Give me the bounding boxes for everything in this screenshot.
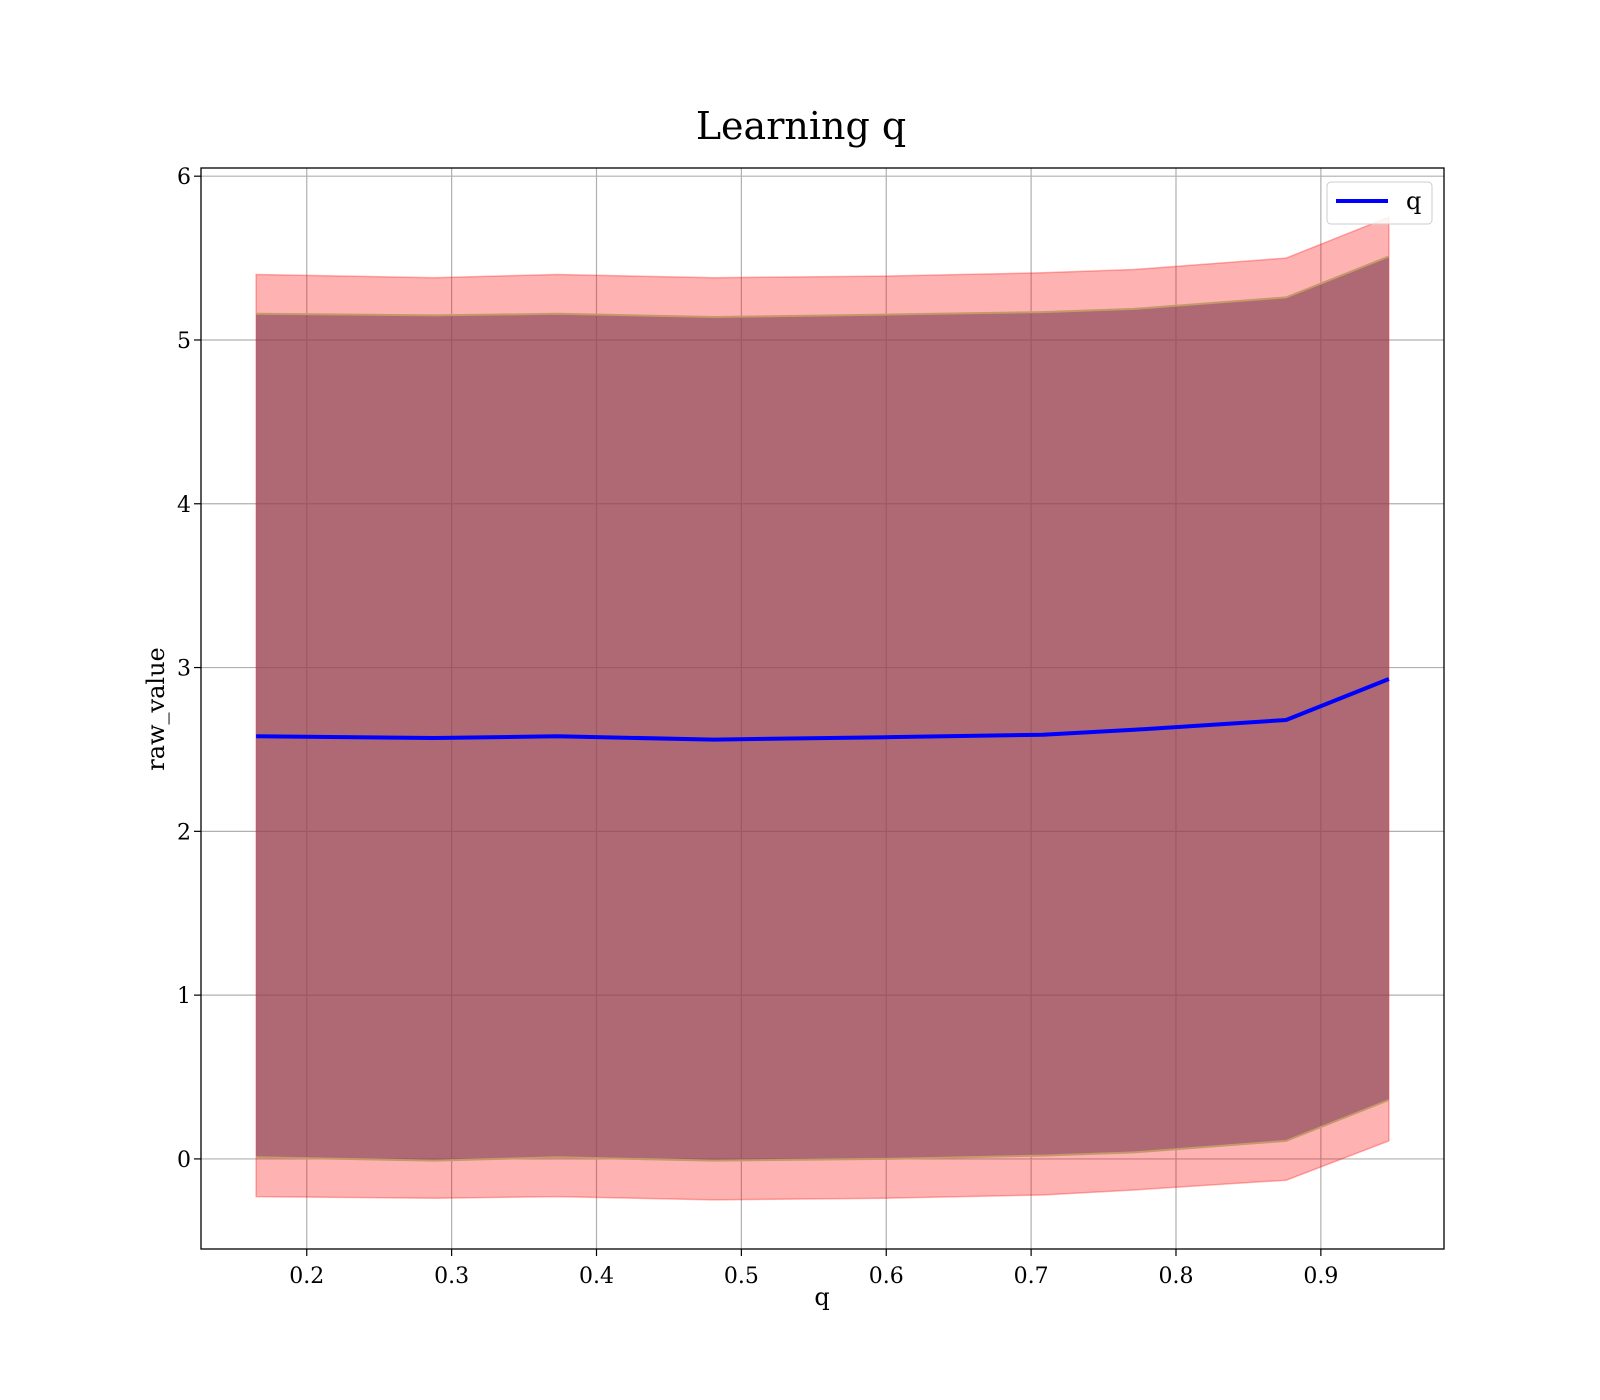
x-tick-label: 0.6 xyxy=(869,1264,904,1289)
x-tick-label: 0.8 xyxy=(1158,1264,1193,1289)
x-tick-label: 0.3 xyxy=(434,1264,469,1289)
x-tick-label: 0.7 xyxy=(1014,1264,1049,1289)
inner-band-lower-edge xyxy=(256,1099,1390,1162)
y-tick-label: 4 xyxy=(177,493,191,518)
axis-ticks: 0.2 0.3 0.4 0.5 0.6 0.7 0.8 0.9 0 1 2 3 4 5 6 xyxy=(177,165,1338,1289)
y-tick-label: 6 xyxy=(177,165,191,190)
inner-band-upper-edge xyxy=(256,255,1390,319)
legend: q xyxy=(1326,181,1433,225)
chart-title: Learning q xyxy=(696,104,906,148)
series-line-q xyxy=(256,677,1390,742)
x-tick-label: 0.5 xyxy=(724,1264,759,1289)
y-tick-label: 0 xyxy=(177,1148,191,1173)
y-tick-label: 3 xyxy=(177,657,191,682)
x-tick-label: 0.4 xyxy=(579,1264,614,1289)
x-tick-label: 0.9 xyxy=(1303,1264,1338,1289)
x-axis-label: q xyxy=(814,1283,829,1311)
plot-frame xyxy=(200,167,1445,1250)
inner-band xyxy=(256,256,1389,1161)
y-tick-label: 1 xyxy=(177,984,191,1009)
y-axis-label: raw_value xyxy=(142,647,170,771)
legend-label-q: q xyxy=(1406,187,1421,215)
x-tick-label: 0.2 xyxy=(289,1264,324,1289)
y-tick-label: 2 xyxy=(177,820,191,845)
confidence-bands xyxy=(255,215,1390,1201)
y-tick-label: 5 xyxy=(177,329,191,354)
series-lines xyxy=(256,677,1390,742)
